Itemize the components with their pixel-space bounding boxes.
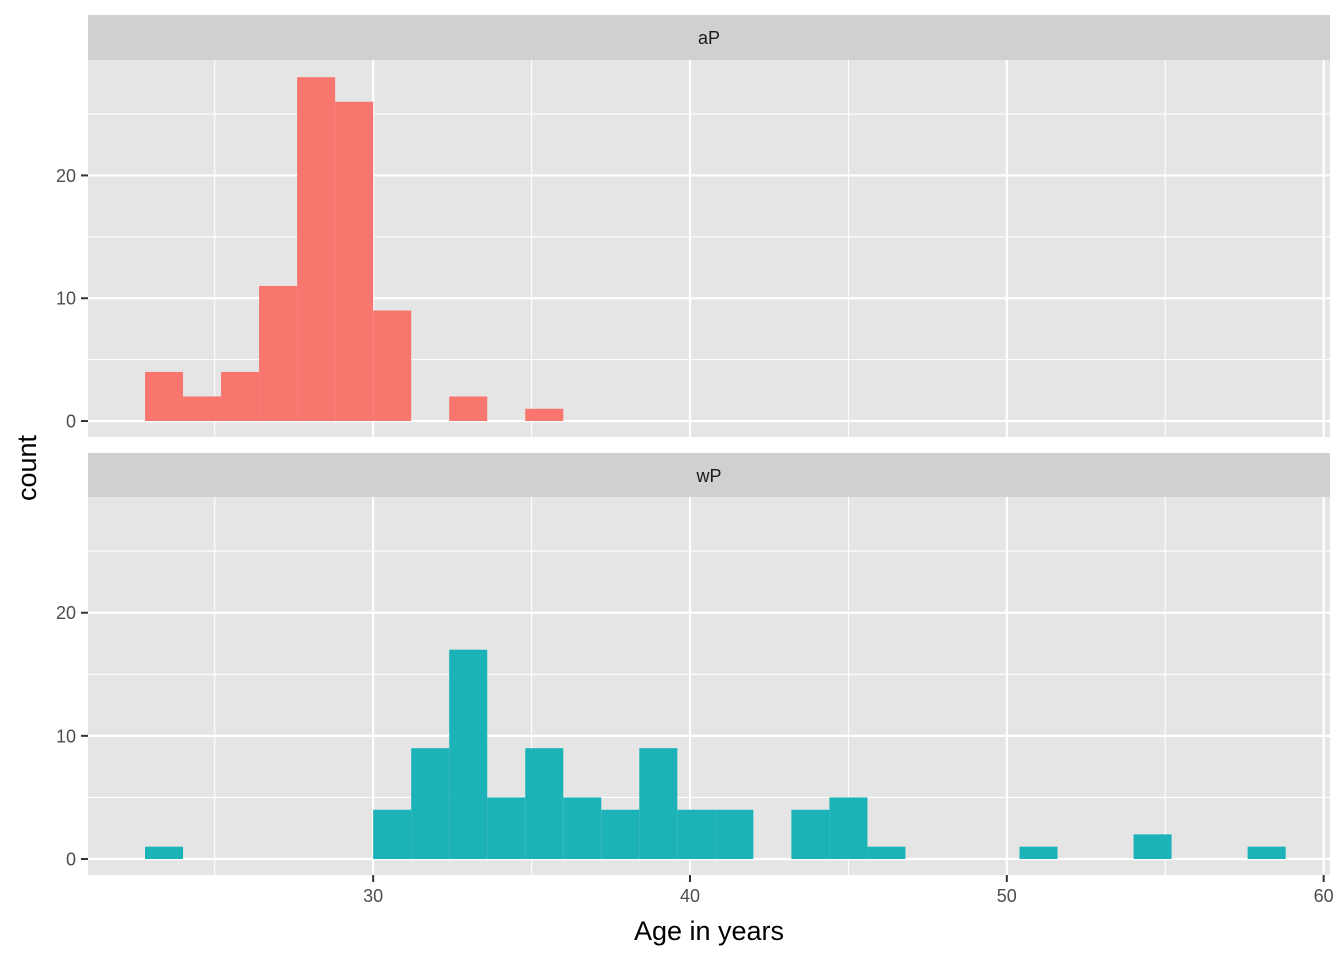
- facet-panel-wp: wP 0 10 20: [56, 453, 1330, 875]
- y-tick-label: 0: [66, 412, 76, 432]
- x-axis-title: Age in years: [634, 916, 784, 946]
- facet-strip-label-wp: wP: [695, 466, 721, 486]
- histogram-bar-ap: [525, 408, 564, 422]
- y-axis-ap: 0 10 20: [56, 166, 88, 432]
- facet-strip-ap: [88, 15, 1330, 60]
- x-tick-label: 30: [363, 886, 383, 906]
- histogram-bar-wp: [601, 809, 640, 859]
- histogram-bar-wp: [867, 846, 906, 859]
- histogram-bar-wp: [715, 809, 754, 859]
- histogram-bar-ap: [297, 77, 336, 422]
- histogram-bar-wp: [1247, 846, 1286, 859]
- histogram-bar-wp: [563, 797, 602, 859]
- y-tick-label: 10: [56, 726, 76, 746]
- histogram-bar-ap: [259, 285, 298, 422]
- histogram-bar-wp: [449, 649, 488, 859]
- x-axis: 30 40 50 60: [363, 875, 1334, 906]
- y-tick-label: 20: [56, 166, 76, 186]
- histogram-bar-wp: [1133, 834, 1172, 859]
- histogram-bar-ap: [449, 396, 488, 422]
- histogram-bar-wp: [1019, 846, 1058, 859]
- histogram-bar-wp: [791, 809, 830, 859]
- histogram-bar-wp: [373, 809, 412, 859]
- x-tick-label: 40: [680, 886, 700, 906]
- histogram-bar-wp: [411, 748, 450, 859]
- facet-strip-wp: [88, 453, 1330, 497]
- histogram-bar-wp: [639, 748, 678, 859]
- histogram-bar-wp: [829, 797, 868, 859]
- histogram-bar-wp: [487, 797, 526, 859]
- histogram-bar-ap: [335, 101, 374, 422]
- facet-strip-label-ap: aP: [698, 28, 720, 48]
- y-tick-label: 0: [66, 849, 76, 869]
- histogram-bars-ap: [145, 77, 564, 422]
- histogram-bar-ap: [373, 310, 412, 422]
- histogram-bar-ap: [183, 396, 222, 422]
- histogram-bar-ap: [221, 371, 260, 422]
- histogram-bar-wp: [677, 809, 716, 859]
- x-tick-label: 50: [997, 886, 1017, 906]
- histogram-bar-wp: [525, 748, 564, 859]
- histogram-bar-ap: [145, 371, 184, 422]
- histogram-bar-wp: [145, 846, 184, 859]
- x-tick-label: 60: [1314, 886, 1334, 906]
- facet-panel-ap: aP 0 10 20: [56, 15, 1330, 437]
- y-axis-wp: 0 10 20: [56, 603, 88, 869]
- y-tick-label: 10: [56, 289, 76, 309]
- histogram-bars-wp: [145, 649, 1286, 859]
- y-tick-label: 20: [56, 603, 76, 623]
- y-axis-title: count: [12, 434, 42, 501]
